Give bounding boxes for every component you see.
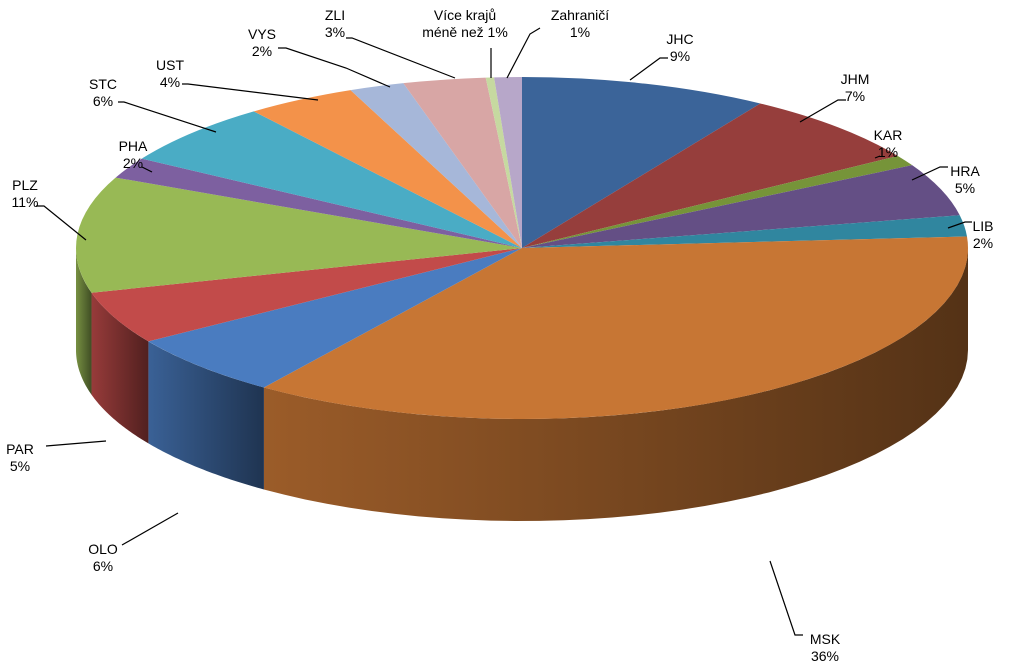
pie-slice-plz: [75, 177, 523, 293]
pie-side-par: [91, 292, 149, 444]
slice-label-msk: MSK: [810, 631, 841, 647]
pie-slice-pha: [115, 158, 522, 248]
slice-value-msk: 36%: [811, 648, 839, 664]
leader-line-olo: [121, 512, 179, 546]
pie-slice-jhm: [522, 103, 898, 248]
slice-value-vice-kraju: méně než 1%: [422, 24, 508, 40]
leader-line-msk: [769, 560, 803, 636]
slice-label-vice-kraju: Více krajů: [434, 7, 496, 23]
slice-label-hra: HRA: [950, 163, 980, 179]
slice-label-stc: STC: [89, 76, 117, 92]
slice-value-plz: 11%: [12, 194, 39, 210]
pie-slice-olo: [148, 248, 523, 388]
pie-slice-hra: [522, 165, 960, 248]
leader-line-kar: [874, 155, 881, 159]
pie-side-plz: [76, 248, 92, 395]
slice-value-olo: 6%: [93, 558, 113, 574]
leader-line-par: [45, 440, 107, 447]
slice-value-hra: 5%: [955, 180, 975, 196]
slice-label-par: PAR: [6, 441, 34, 457]
slice-label-jhc: JHC: [666, 31, 693, 47]
leader-line-zahranici: [506, 27, 541, 79]
pie-slice-stc: [141, 111, 522, 248]
leader-line-plz: [36, 205, 87, 241]
pie-slice-zli: [403, 77, 522, 248]
leader-line-lib: [947, 221, 972, 229]
slice-label-lib: LIB: [972, 218, 993, 234]
pie-side-msk: [263, 248, 968, 521]
slice-value-jhm: 7%: [845, 88, 865, 104]
leader-line-pha: [141, 166, 153, 173]
leader-line-ust: [182, 83, 319, 101]
slice-value-zli: 3%: [325, 24, 345, 40]
leader-line-zli: [346, 37, 456, 79]
pie-slice-zahranici: [494, 77, 522, 248]
slice-label-jhm: JHM: [841, 71, 870, 87]
pie-slice-par: [91, 248, 522, 342]
slice-label-vys: VYS: [248, 26, 276, 42]
slice-label-olo: OLO: [88, 541, 118, 557]
pie-slice-vys: [350, 83, 522, 248]
slice-label-zahranici: Zahraničí: [551, 7, 609, 23]
leader-line-stc: [118, 101, 217, 133]
slice-label-kar: KAR: [874, 127, 903, 143]
slice-value-zahranici: 1%: [570, 24, 590, 40]
leader-line-hra: [911, 166, 948, 181]
leader-line-jhm: [799, 99, 846, 123]
pie-slice-kar: [522, 155, 913, 248]
pie-slice-ust: [253, 90, 522, 249]
slice-value-par: 5%: [10, 458, 30, 474]
slice-value-ust: 4%: [160, 74, 180, 90]
slice-label-zli: ZLI: [325, 7, 345, 23]
slice-value-vys: 2%: [252, 43, 272, 59]
leader-line-jhc: [629, 57, 668, 81]
slice-label-ust: UST: [156, 57, 184, 73]
pie-top-layer: [75, 77, 969, 420]
pie-side-olo: [148, 341, 264, 490]
leader-line-vys: [278, 47, 391, 88]
slice-label-plz: PLZ: [12, 177, 38, 193]
slice-value-lib: 2%: [973, 235, 993, 251]
pie-slice-jhc: [522, 77, 761, 248]
slice-value-pha: 2%: [123, 155, 143, 171]
pie-slice-vice-kraju: [485, 77, 522, 248]
pie-slice-lib: [522, 215, 967, 248]
slice-value-stc: 6%: [93, 93, 113, 109]
slice-label-pha: PHA: [119, 138, 148, 154]
slice-value-kar: 1%: [878, 144, 898, 160]
pie-slice-msk: [263, 236, 969, 420]
pie-label-layer: JHC9%JHM7%KAR1%HRA5%LIB2%MSK36%OLO6%PAR5…: [6, 7, 993, 664]
slice-value-jhc: 9%: [670, 48, 690, 64]
pie-side-layer: [76, 248, 968, 521]
